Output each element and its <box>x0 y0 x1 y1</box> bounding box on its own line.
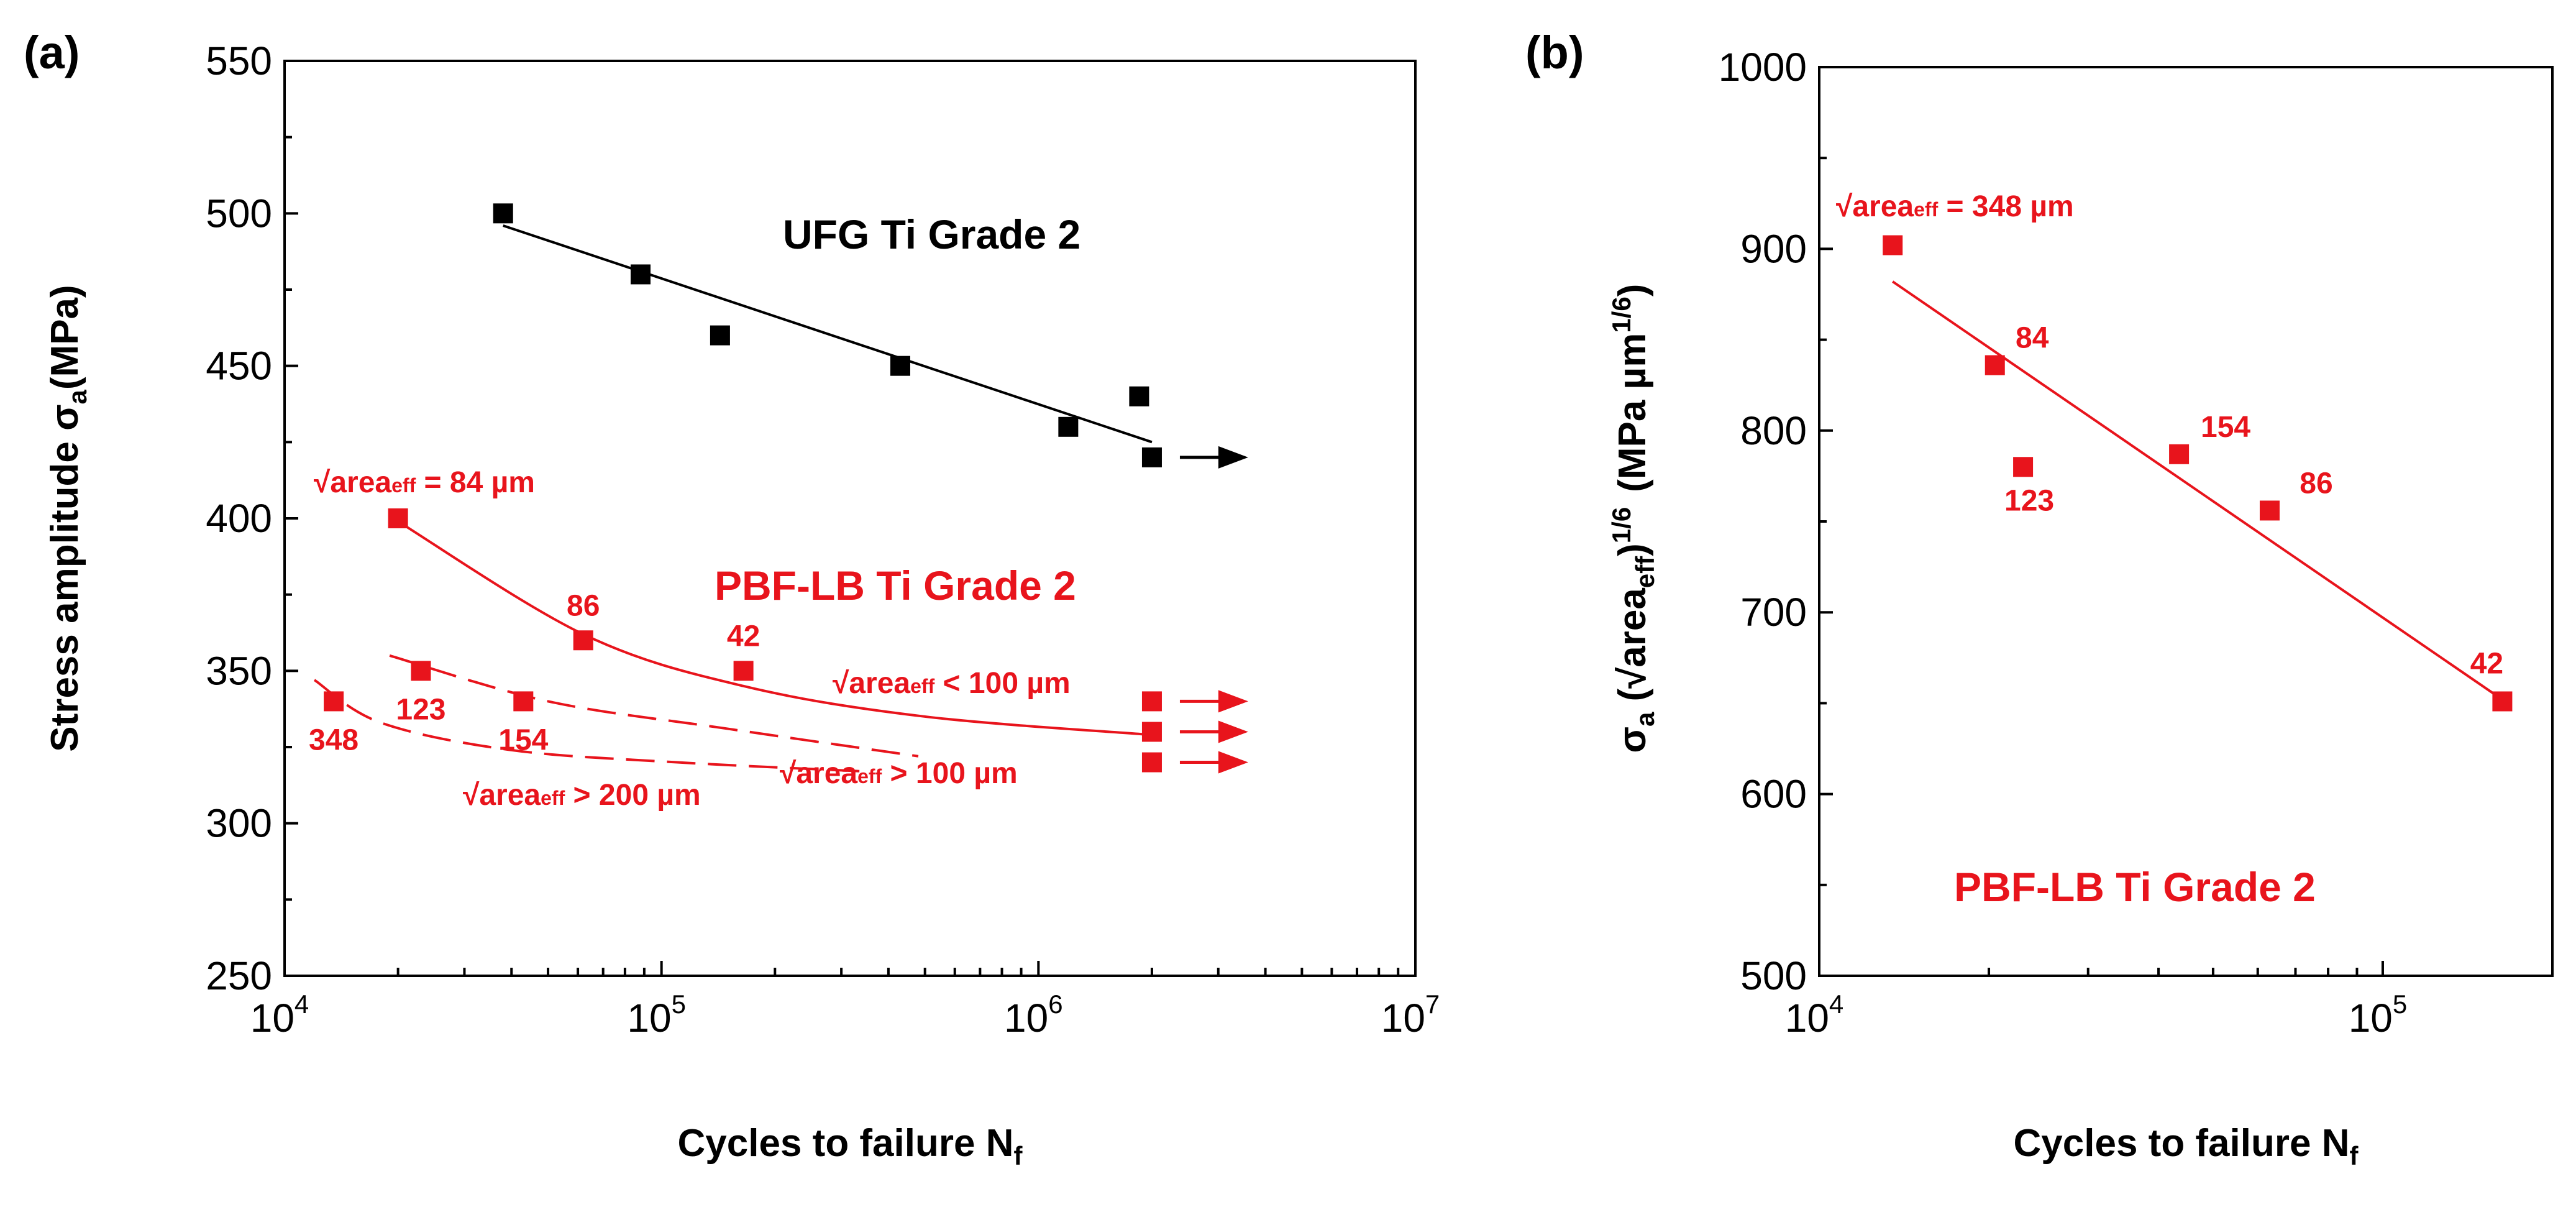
panel-a-x-ticks: 104 105 106 107 <box>250 961 1440 1040</box>
series-label-pbf-a: PBF-LB Ti Grade 2 <box>715 562 1076 608</box>
data-point <box>1141 722 1162 742</box>
panel-b-y-ticks: 500 600 700 800 900 1000 <box>1719 45 1833 998</box>
y-tick-label: 600 <box>1740 772 1807 817</box>
y-tick-label: 700 <box>1740 590 1807 635</box>
annotation-348: √areaeff = 348 µm <box>1836 190 2074 223</box>
y-tick-label: 400 <box>206 496 272 541</box>
fit-line <box>503 224 1153 444</box>
data-point <box>2169 444 2190 464</box>
series-label-pbf-b: PBF-LB Ti Grade 2 <box>1954 864 2316 910</box>
x-tick-label: 106 <box>1004 989 1063 1040</box>
annotation-gt100: √areaeff > 100 µm <box>780 757 1018 790</box>
data-point <box>2259 500 2280 521</box>
data-point <box>1985 355 2005 375</box>
panel-a-point-labels: 86 42 123 154 348 <box>309 589 760 756</box>
point-label: 123 <box>396 693 445 726</box>
panel-a: (a) 250 300 350 400 450 500 550 104 105 106 107 8… <box>24 27 1440 1170</box>
data-point <box>890 356 910 376</box>
panel-b-data-points <box>1883 235 2513 712</box>
runout-arrow-head <box>1218 751 1248 774</box>
data-point <box>1058 416 1079 437</box>
y-tick-label: 300 <box>206 801 272 846</box>
point-label: 86 <box>567 589 600 622</box>
point-label: 84 <box>2016 322 2049 355</box>
panel-b-point-labels: 84 123 154 86 42 <box>2004 322 2503 681</box>
point-label: 42 <box>727 620 760 653</box>
fit-line <box>1892 280 2503 701</box>
data-point <box>513 691 534 712</box>
panel-a-data-points <box>324 203 1162 773</box>
y-tick-label: 450 <box>206 344 272 388</box>
data-point <box>324 691 344 712</box>
y-tick-label: 1000 <box>1719 45 1807 89</box>
point-label: 154 <box>498 723 548 756</box>
data-point <box>388 508 408 528</box>
data-point <box>1141 447 1162 467</box>
annotation-lt100: √areaeff < 100 µm <box>833 667 1071 700</box>
panel-a-y-ticks: 250 300 350 400 450 500 550 <box>206 39 298 998</box>
y-tick-label: 550 <box>206 39 272 83</box>
runout-arrow-head <box>1218 446 1248 469</box>
x-tick-label: 104 <box>1785 989 1844 1040</box>
runout-arrow-head <box>1218 720 1248 743</box>
data-point <box>493 203 513 224</box>
data-point <box>2013 457 2034 477</box>
panel-a-x-axis-title: Cycles to failure Nf <box>678 1122 1023 1170</box>
annotation-gt200: √areaeff > 200 µm <box>463 779 701 812</box>
y-tick-label: 250 <box>206 953 272 998</box>
y-tick-label: 500 <box>206 191 272 236</box>
data-point <box>2492 691 2513 712</box>
y-tick-label: 900 <box>1740 226 1807 271</box>
y-tick-label: 800 <box>1740 408 1807 453</box>
runout-arrow-head <box>1218 690 1248 713</box>
panel-a-fit-lines <box>313 224 1153 773</box>
panel-b-y-axis-title: σa (√areaeff)1/6(MPa µm1/6) <box>1607 284 1660 753</box>
x-tick-label: 104 <box>250 989 309 1040</box>
data-point <box>1141 691 1162 712</box>
series-label-ufg: UFG Ti Grade 2 <box>783 211 1080 257</box>
annotation-84: √areaeff = 84 µm <box>314 466 535 499</box>
x-tick-label: 105 <box>627 989 686 1040</box>
panel-a-label: (a) <box>24 27 80 78</box>
point-label: 42 <box>2470 647 2503 680</box>
y-tick-label: 500 <box>1740 953 1807 998</box>
point-label: 348 <box>309 723 359 756</box>
data-point <box>573 630 593 651</box>
panel-a-frame <box>283 60 1417 977</box>
panel-b-x-axis-title: Cycles to failure Nf <box>2014 1122 2359 1170</box>
panel-b-x-ticks: 104 105 <box>1785 961 2554 1040</box>
data-point <box>1129 386 1149 406</box>
y-tick-label: 350 <box>206 648 272 693</box>
fit-line <box>389 654 919 758</box>
panel-b-label: (b) <box>1525 27 1584 78</box>
data-point <box>1141 752 1162 773</box>
panel-b-fit-lines <box>1892 280 2503 701</box>
panel-a-runout-arrows <box>1179 446 1248 774</box>
panel-a-y-axis-title: Stress amplitude σa(MPa) <box>43 285 92 751</box>
data-point <box>710 325 730 346</box>
fit-line <box>313 679 867 773</box>
point-label: 154 <box>2201 411 2250 444</box>
point-label: 123 <box>2004 484 2054 517</box>
data-point <box>733 661 754 681</box>
point-label: 86 <box>2300 467 2332 500</box>
fit-line <box>397 520 1153 737</box>
data-point <box>411 661 431 681</box>
data-point <box>630 264 651 285</box>
x-tick-label: 107 <box>1381 989 1440 1040</box>
x-tick-label: 105 <box>2349 989 2408 1040</box>
data-point <box>1883 235 1903 255</box>
